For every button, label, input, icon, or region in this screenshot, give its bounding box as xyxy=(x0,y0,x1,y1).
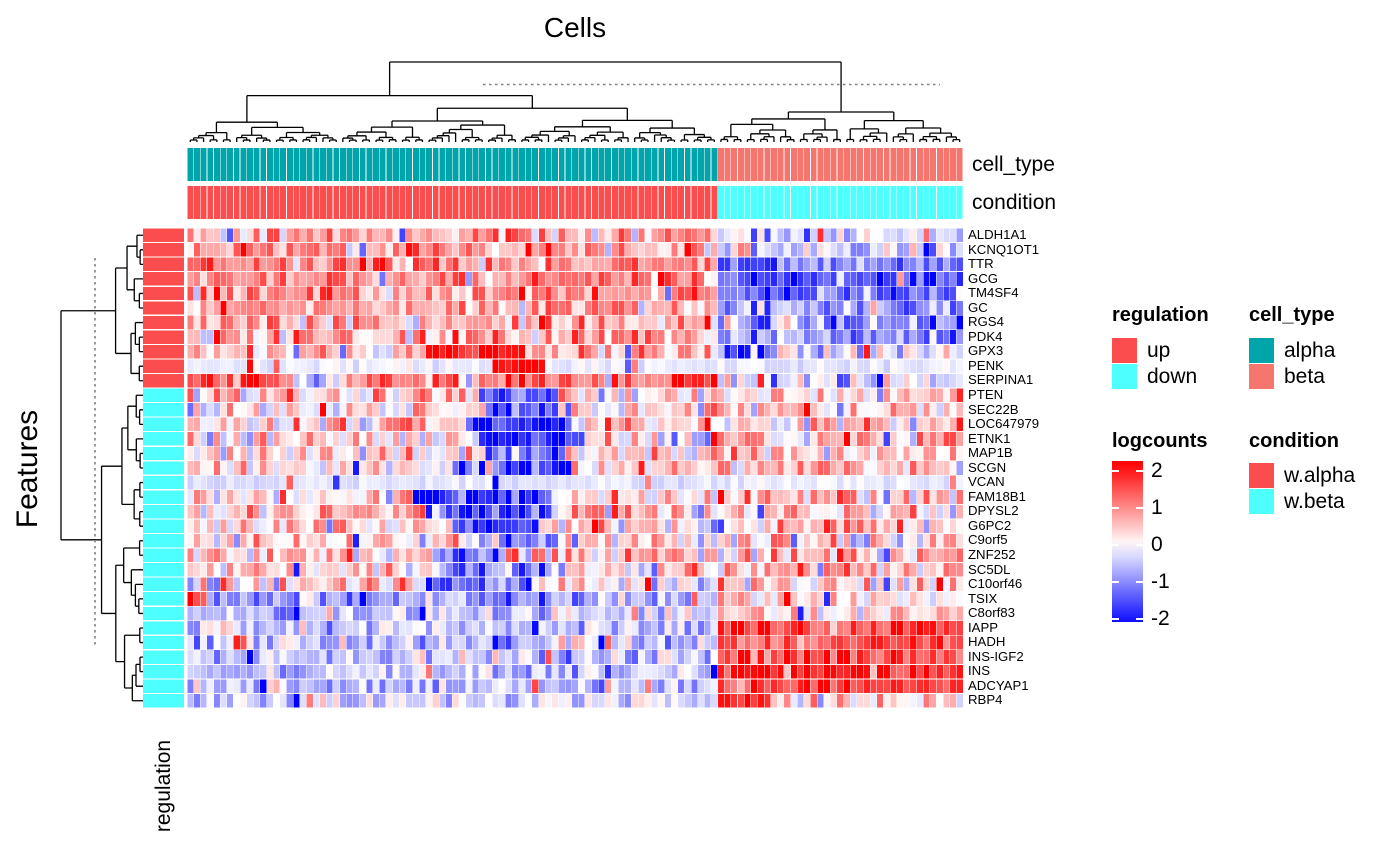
legend-item-up: up xyxy=(1112,338,1170,363)
gene-label: ALDH1A1 xyxy=(968,227,1027,242)
colorbar-tick-label: -2 xyxy=(1151,606,1170,630)
gene-label: PENK xyxy=(968,357,1004,373)
gene-label: C10orf46 xyxy=(968,576,1023,592)
features-axis-label: Features xyxy=(11,409,44,529)
gene-label: DPYSL2 xyxy=(968,503,1019,519)
beta-swatch xyxy=(1249,364,1274,389)
gene-label: GCG xyxy=(968,270,999,286)
legend-item-label: beta xyxy=(1284,365,1325,388)
gene-label: VCAN xyxy=(968,474,1005,490)
colorbar-tick-dash xyxy=(1112,506,1119,509)
colorbar-tick-label: 2 xyxy=(1151,458,1163,482)
colorbar-tick-dash xyxy=(1136,543,1143,546)
gene-label: C8orf83 xyxy=(968,605,1015,621)
gene-label: SEC22B xyxy=(968,401,1019,417)
w-alpha-swatch xyxy=(1249,463,1274,488)
w-beta-swatch xyxy=(1249,489,1274,514)
legend-item-down: down xyxy=(1112,364,1197,389)
regulation-axis-label: regulation xyxy=(152,739,175,833)
gene-label: SC5DL xyxy=(968,561,1011,577)
gene-label: PTEN xyxy=(968,387,1004,402)
gene-label: ZNF252 xyxy=(968,547,1016,562)
legend-item-beta: beta xyxy=(1249,364,1325,389)
gene-label: RBP4 xyxy=(968,692,1003,708)
gene-label: INS-IGF2 xyxy=(968,648,1024,664)
colorbar-tick-dash xyxy=(1136,506,1143,509)
legend-item-label: down xyxy=(1147,365,1198,388)
legend-item-alpha: alpha xyxy=(1249,338,1335,363)
gene-label: G6PC2 xyxy=(968,517,1012,533)
legend-item-label: alpha xyxy=(1284,339,1336,362)
plot-title: Cells xyxy=(543,12,607,43)
gene-label: GC xyxy=(968,299,988,315)
legend-regulation-title: regulation xyxy=(1112,304,1209,326)
colorbar-tick-label: -1 xyxy=(1151,569,1170,593)
up-swatch xyxy=(1112,338,1137,363)
gene-label: INS xyxy=(968,663,990,679)
gene-label: TTR xyxy=(968,256,994,272)
gene-label: FAM18B1 xyxy=(968,488,1026,504)
condition-annotation-label: condition xyxy=(972,191,1057,214)
colorbar-tick-label: 0 xyxy=(1151,532,1163,556)
gene-label: ADCYAP1 xyxy=(968,677,1029,693)
gene-labels: ALDH1A1 KCNQ1OT1 TTR GCG TM4SF4 GC RGS4 PDK4 GPX… xyxy=(968,227,1088,708)
gene-label: TSIX xyxy=(968,590,998,606)
gene-label: ETNK1 xyxy=(968,430,1011,446)
colorbar-tick-dash xyxy=(1112,469,1119,472)
cell-type-annotation-label: cell_type xyxy=(972,153,1055,176)
colorbar-tick-label: 1 xyxy=(1151,495,1163,519)
gene-label: KCNQ1OT1 xyxy=(968,241,1040,257)
gene-label: C9orf5 xyxy=(968,532,1008,548)
legend-item-label: up xyxy=(1147,339,1171,362)
gene-label: TM4SF4 xyxy=(968,285,1019,301)
gene-label: IAPP xyxy=(968,619,999,635)
legend-item-wbeta: w.beta xyxy=(1249,489,1345,514)
colorbar-tick-dash xyxy=(1136,617,1143,620)
legend-celltype-title: cell_type xyxy=(1249,304,1335,326)
heatmap-canvas xyxy=(187,228,963,708)
gene-label: PDK4 xyxy=(968,328,1003,344)
regulation-annotation-strip xyxy=(143,228,184,708)
alpha-swatch xyxy=(1249,338,1274,363)
gene-label: HADH xyxy=(968,634,1006,650)
gene-label: SCGN xyxy=(968,459,1007,475)
gene-label: LOC647979 xyxy=(968,416,1040,432)
column-dendrogram xyxy=(189,61,961,142)
colorbar-tick-dash xyxy=(1112,580,1119,583)
legend-item-label: w.beta xyxy=(1284,490,1345,513)
condition-annotation-bar xyxy=(187,186,963,219)
colorbar-tick-dash xyxy=(1112,543,1119,546)
gene-label: MAP1B xyxy=(968,445,1013,461)
cell-type-annotation-bar xyxy=(187,148,963,181)
down-swatch xyxy=(1112,364,1137,389)
legend-item-walpha: w.alpha xyxy=(1249,463,1355,488)
legend-item-label: w.alpha xyxy=(1284,464,1356,487)
colorbar-tick-dash xyxy=(1112,617,1119,620)
logcounts-colorbar xyxy=(1112,461,1143,622)
row-dendrogram xyxy=(60,234,143,702)
gene-label: RGS4 xyxy=(968,314,1004,330)
legend-logcounts-title: logcounts xyxy=(1112,430,1208,452)
colorbar-tick-dash xyxy=(1136,469,1143,472)
colorbar-tick-dash xyxy=(1136,580,1143,583)
gene-label: SERPINA1 xyxy=(968,372,1034,388)
gene-label: GPX3 xyxy=(968,343,1004,359)
legend-condition-title: condition xyxy=(1249,430,1339,452)
